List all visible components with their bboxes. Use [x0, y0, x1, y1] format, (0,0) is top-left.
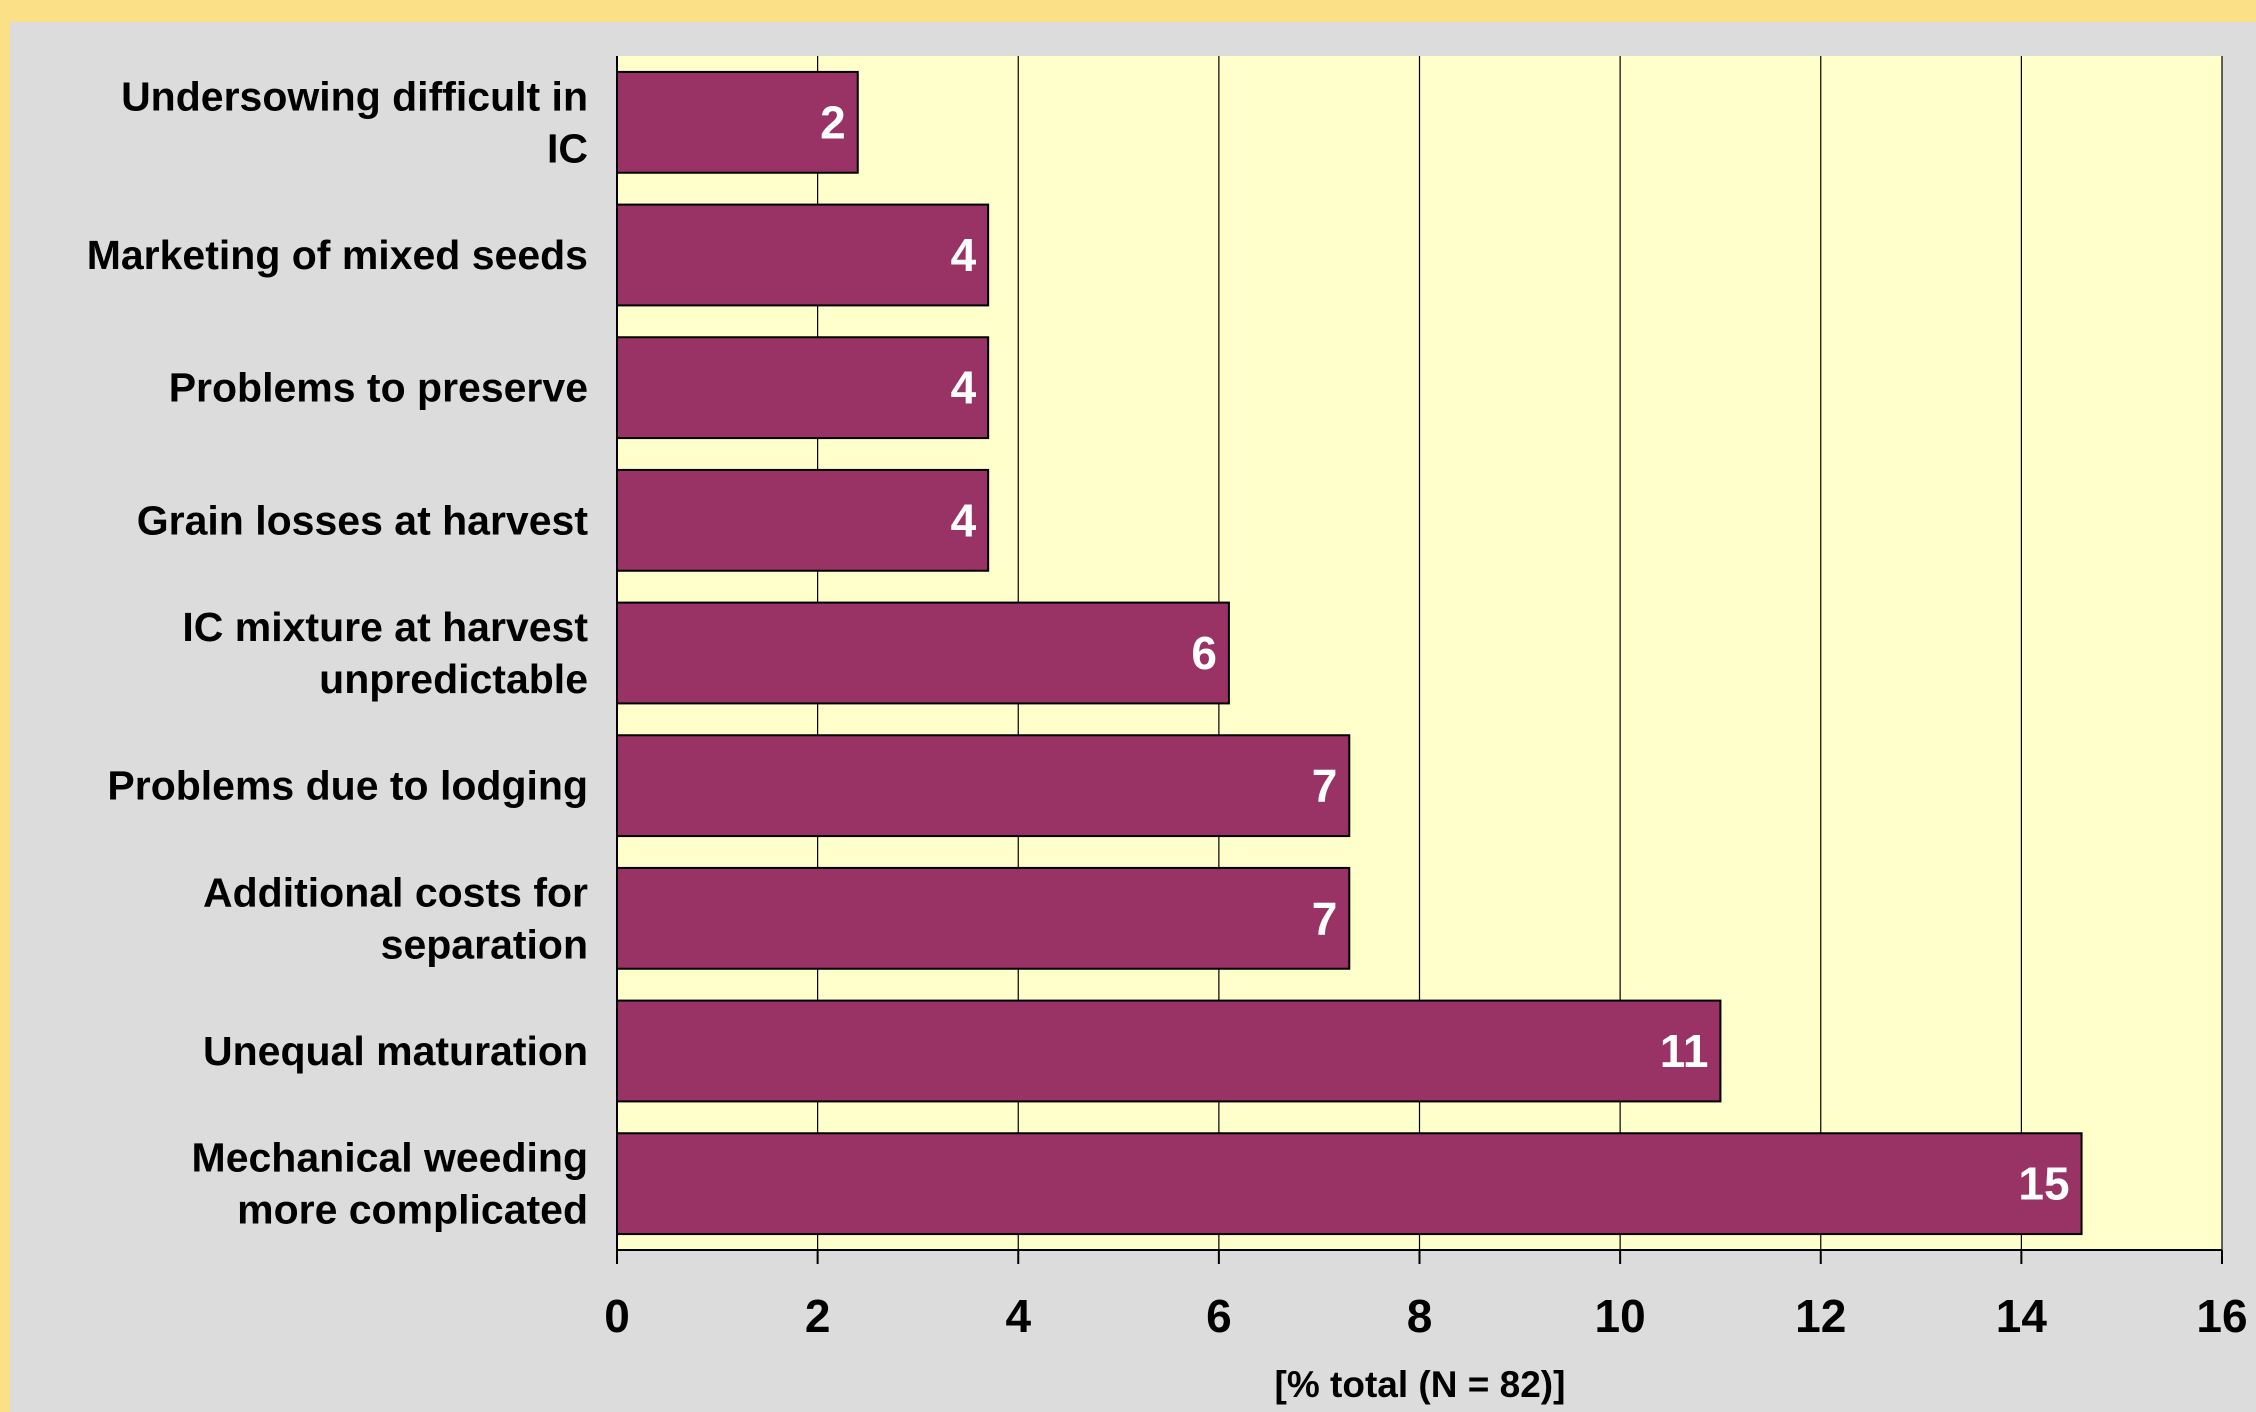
- bar-value-label: 4: [951, 362, 977, 414]
- bar-value-label: 2: [820, 96, 846, 148]
- bar-value-label: 15: [2018, 1158, 2069, 1210]
- category-label-line: Problems due to lodging: [107, 763, 588, 809]
- category-label: Marketing of mixed seeds: [87, 232, 588, 278]
- category-label: Unequal maturation: [203, 1028, 588, 1074]
- category-label: Mechanical weeding more complicated: [192, 1135, 588, 1233]
- bar-value-label: 7: [1312, 892, 1338, 944]
- category-label: Grain losses at harvest: [137, 497, 589, 543]
- x-tick-label: 16: [2196, 1290, 2247, 1342]
- category-label-line: IC mixture at harvest: [182, 604, 588, 650]
- category-label: Problems to preserve: [169, 365, 588, 411]
- category-label-line: unpredictable: [319, 656, 588, 702]
- category-label: IC mixture at harvest unpredictable: [182, 604, 588, 702]
- bar-value-label: 4: [951, 229, 977, 281]
- category-label-line: Undersowing difficult in: [121, 73, 588, 119]
- bar: [616, 1132, 2083, 1236]
- bar: [616, 70, 859, 174]
- x-tick-label: 14: [1996, 1290, 2048, 1342]
- x-tick-label: 10: [1595, 1290, 1646, 1342]
- bar: [616, 999, 1722, 1103]
- category-label-line: IC: [547, 125, 588, 171]
- x-tick-label: 2: [805, 1290, 831, 1342]
- bar: [616, 203, 990, 307]
- category-label: Undersowing difficult in IC: [121, 73, 588, 171]
- category-label-line: Unequal maturation: [203, 1028, 588, 1074]
- x-tick-label: 8: [1407, 1290, 1433, 1342]
- category-label-line: Marketing of mixed seeds: [87, 232, 588, 278]
- category-label: Problems due to lodging: [107, 763, 588, 809]
- category-label-line: Additional costs for: [203, 869, 588, 915]
- bar-value-label: 6: [1191, 627, 1217, 679]
- bar-value-label: 7: [1312, 760, 1338, 812]
- bars: [616, 70, 2083, 1236]
- bar-value-label: 11: [1660, 1025, 1709, 1077]
- x-tick-label: 4: [1005, 1290, 1031, 1342]
- category-label-line: Problems to preserve: [169, 365, 588, 411]
- bar: [616, 336, 990, 440]
- category-label-line: more complicated: [237, 1187, 588, 1233]
- chart-area: 2 4 4 4 6 7 7 11 15 Undersowing difficult in IC Ma…: [10, 22, 2256, 1412]
- bar: [616, 866, 1351, 970]
- bar: [616, 601, 1230, 705]
- x-tick-label: 6: [1206, 1290, 1232, 1342]
- category-label-line: Mechanical weeding: [192, 1135, 588, 1181]
- x-tick-label: 0: [604, 1290, 630, 1342]
- bar-value-label: 4: [951, 494, 977, 546]
- category-label-line: separation: [381, 921, 588, 967]
- bar-chart: 2 4 4 4 6 7 7 11 15 Undersowing difficult in IC Ma…: [87, 56, 2248, 1405]
- category-label: Additional costs for separation: [203, 869, 588, 967]
- category-labels: Undersowing difficult in IC Marketing of m…: [87, 73, 589, 1232]
- bar: [616, 468, 990, 572]
- x-axis-title: [% total (N = 82)]: [1275, 1364, 1566, 1405]
- data-labels: 2 4 4 4 6 7 7 11 15: [820, 96, 2069, 1209]
- bar: [616, 734, 1351, 838]
- x-axis: 0 2 4 6 8 10 12 14 16: [604, 56, 2248, 1342]
- category-label-line: Grain losses at harvest: [137, 497, 589, 543]
- x-tick-label: 12: [1795, 1290, 1846, 1342]
